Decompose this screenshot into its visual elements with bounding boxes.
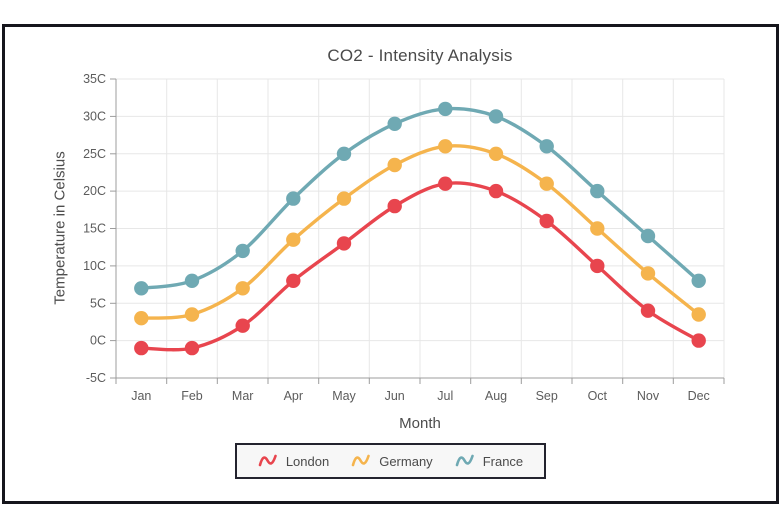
legend: London Germany France: [2, 443, 779, 479]
series-london: [134, 176, 706, 356]
marker-london-oct[interactable]: [590, 258, 605, 274]
marker-france-dec[interactable]: [691, 273, 706, 288]
x-tick-label: Aug: [485, 389, 507, 403]
marker-france-nov[interactable]: [640, 228, 656, 244]
legend-label-germany: Germany: [379, 453, 433, 469]
marker-germany-dec[interactable]: [691, 307, 706, 322]
marker-france-jun[interactable]: [387, 116, 402, 131]
marker-london-jun[interactable]: [387, 198, 402, 214]
marker-france-sep[interactable]: [539, 139, 554, 154]
x-tick-label: May: [332, 389, 356, 403]
marker-london-jul[interactable]: [438, 176, 453, 191]
x-tick-label: Apr: [284, 389, 303, 403]
marker-france-mar[interactable]: [235, 243, 250, 259]
marker-france-apr[interactable]: [286, 191, 301, 206]
legend-wave-icon-france: [455, 454, 474, 467]
marker-london-apr[interactable]: [286, 273, 301, 288]
marker-germany-jun[interactable]: [387, 157, 402, 173]
x-tick-label: Dec: [688, 389, 710, 403]
y-tick-label: 15C: [83, 222, 106, 236]
marker-germany-aug[interactable]: [488, 146, 504, 161]
x-tick-label: Oct: [588, 389, 608, 403]
marker-germany-feb[interactable]: [184, 307, 200, 322]
x-tick-label: Nov: [637, 389, 660, 403]
y-tick-label: 5C: [90, 296, 106, 310]
marker-france-may[interactable]: [336, 146, 352, 161]
marker-germany-jan[interactable]: [134, 311, 149, 326]
legend-label-london: London: [285, 453, 330, 469]
marker-germany-apr[interactable]: [286, 232, 301, 247]
y-tick-label: -5C: [86, 371, 106, 385]
legend-item-france[interactable]: France: [455, 452, 523, 470]
marker-france-jul[interactable]: [438, 101, 453, 117]
marker-london-may[interactable]: [336, 236, 352, 251]
x-tick-label: Mar: [232, 389, 254, 403]
marker-germany-jul[interactable]: [438, 139, 453, 154]
y-tick-label: 30C: [83, 109, 106, 123]
series-germany: [134, 139, 706, 326]
marker-germany-may[interactable]: [336, 191, 352, 206]
x-tick-label: Jul: [437, 389, 453, 403]
x-axis-labels: Jan Feb Mar Apr May Jun Jul Aug Sep Oct Nov Dec: [131, 389, 710, 403]
marker-france-jan[interactable]: [134, 281, 149, 296]
y-tick-label: 35C: [83, 72, 106, 86]
y-tick-label: 20C: [83, 184, 106, 198]
marker-london-dec[interactable]: [691, 333, 706, 348]
series-france: [134, 101, 706, 296]
axes: [110, 78, 725, 384]
chart-title: CO2 - Intensity Analysis: [327, 46, 513, 65]
legend-item-london[interactable]: London: [258, 452, 329, 470]
marker-germany-nov[interactable]: [640, 266, 656, 281]
legend-item-germany[interactable]: Germany: [351, 452, 433, 470]
y-tick-label: 0C: [90, 334, 106, 348]
marker-germany-oct[interactable]: [590, 221, 605, 236]
marker-france-oct[interactable]: [590, 183, 605, 199]
x-tick-label: Sep: [536, 389, 558, 403]
legend-box: London Germany France: [234, 443, 547, 479]
y-axis-labels: 35C 30C 25C 20C 15C 10C 5C 0C -5C: [83, 72, 106, 385]
marker-france-feb[interactable]: [184, 273, 200, 288]
marker-germany-mar[interactable]: [235, 281, 250, 296]
y-tick-label: 25C: [83, 147, 106, 161]
x-tick-label: Jun: [385, 389, 405, 403]
gridlines: [116, 78, 725, 379]
x-tick-label: Jan: [131, 389, 151, 403]
chart-frame: [2, 24, 779, 504]
legend-label-france: France: [482, 453, 524, 469]
x-axis-title: Month: [399, 415, 441, 432]
marker-germany-sep[interactable]: [539, 176, 554, 191]
x-tick-label: Feb: [181, 389, 203, 403]
y-axis-title: Temperature in Celsius: [51, 151, 69, 305]
legend-wave-icon-germany: [351, 454, 371, 467]
marker-london-nov[interactable]: [640, 303, 656, 318]
marker-london-aug[interactable]: [488, 183, 504, 199]
marker-london-jan[interactable]: [134, 340, 149, 356]
marker-london-mar[interactable]: [235, 318, 250, 333]
marker-france-aug[interactable]: [488, 109, 504, 124]
y-tick-label: 10C: [83, 259, 106, 273]
marker-london-feb[interactable]: [184, 340, 200, 356]
marker-london-sep[interactable]: [539, 213, 554, 229]
legend-wave-icon-london: [258, 454, 277, 467]
